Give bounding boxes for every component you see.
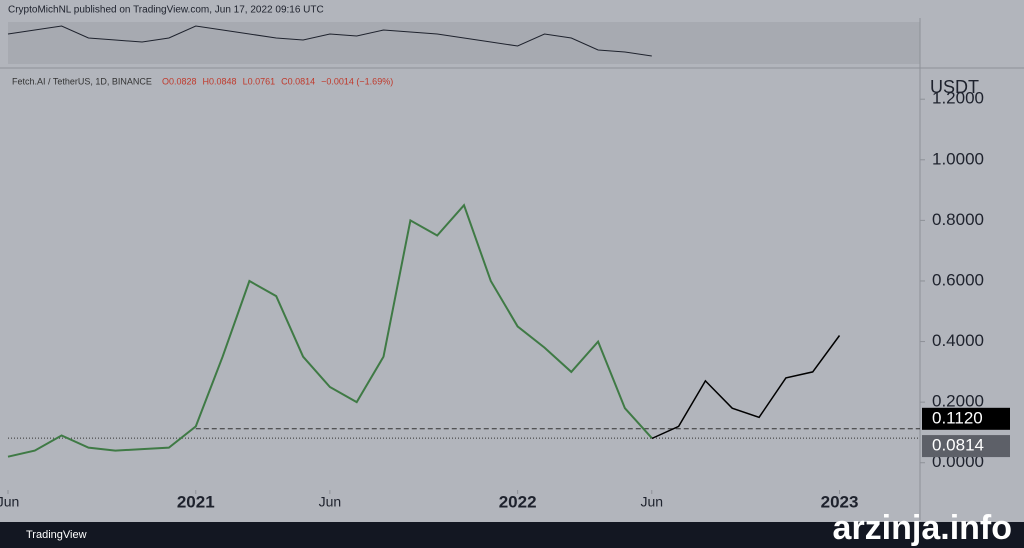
y-tick-label: 0.8000 <box>932 210 984 229</box>
indicator-line <box>7 25 652 57</box>
x-tick-label: Jun <box>640 494 663 510</box>
ohlc-value: C0.0814 <box>281 76 315 86</box>
y-axis-label: USDT <box>930 77 979 97</box>
ohlc-value: −0.0014 (−1.69%) <box>321 76 393 86</box>
ohlc-value: O0.0828 <box>162 76 197 86</box>
y-tick-label: 0.4000 <box>932 331 984 350</box>
symbol: Fetch.AI / TetherUS, 1D, BINANCE <box>12 76 152 86</box>
price-label-box <box>922 407 1010 430</box>
price-label-box <box>922 435 1010 458</box>
price-label: 0.1120 <box>932 408 983 427</box>
x-tick-label: 2023 <box>821 492 859 511</box>
indicator-panel <box>8 22 920 64</box>
x-tick-label: Jun <box>319 494 342 510</box>
series-line <box>651 335 841 440</box>
footer: TradingView <box>26 529 87 541</box>
y-tick-label: 0.2000 <box>932 392 984 411</box>
ohlc-value: H0.0848 <box>203 76 237 86</box>
price-label: 0.0814 <box>932 436 984 455</box>
header: CryptoMichNL published on TradingView.co… <box>8 5 324 16</box>
y-tick-label: 1.2000 <box>932 89 984 108</box>
x-tick-label: 2022 <box>499 492 537 511</box>
y-tick-label: 1.0000 <box>932 149 984 168</box>
watermark: arzinja.info <box>833 509 1012 547</box>
footer-bar <box>0 522 1024 548</box>
x-tick-label: Jun <box>0 494 19 510</box>
y-tick-label: 0.6000 <box>932 270 984 289</box>
ohlc-value: L0.0761 <box>243 76 276 86</box>
series-line <box>7 203 653 458</box>
x-tick-label: 2021 <box>177 492 215 511</box>
